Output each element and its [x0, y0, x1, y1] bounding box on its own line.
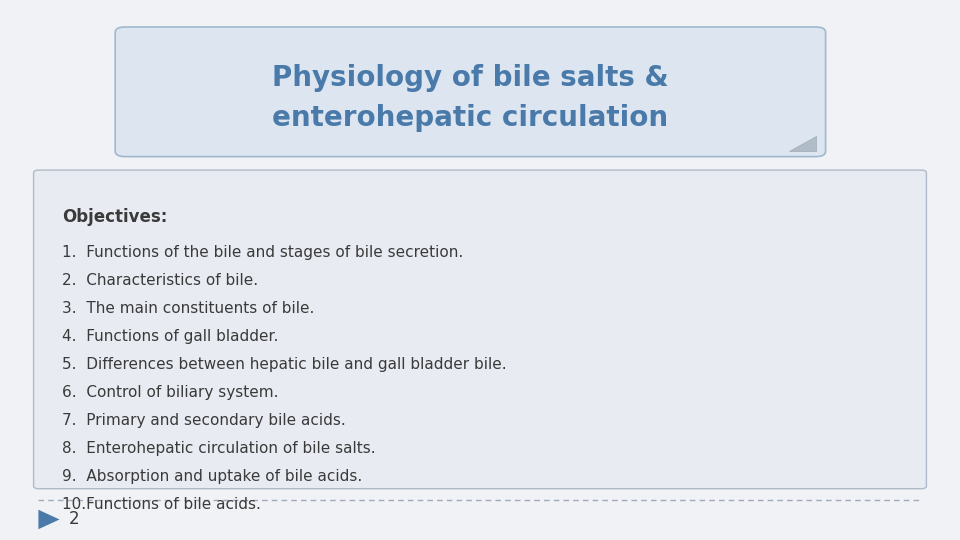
Text: enterohepatic circulation: enterohepatic circulation [273, 104, 668, 132]
FancyBboxPatch shape [34, 170, 926, 489]
Text: 2.  Characteristics of bile.: 2. Characteristics of bile. [62, 273, 258, 288]
Text: 8.  Enterohepatic circulation of bile salts.: 8. Enterohepatic circulation of bile sal… [62, 441, 376, 456]
Polygon shape [789, 136, 816, 151]
Text: 6.  Control of biliary system.: 6. Control of biliary system. [62, 385, 279, 400]
Text: 2: 2 [69, 510, 80, 529]
Text: 9.  Absorption and uptake of bile acids.: 9. Absorption and uptake of bile acids. [62, 469, 363, 484]
Text: 4.  Functions of gall bladder.: 4. Functions of gall bladder. [62, 329, 278, 344]
Text: Physiology of bile salts &: Physiology of bile salts & [272, 64, 669, 92]
Text: 5.  Differences between hepatic bile and gall bladder bile.: 5. Differences between hepatic bile and … [62, 357, 507, 372]
Text: 3.  The main constituents of bile.: 3. The main constituents of bile. [62, 301, 315, 316]
Text: 1.  Functions of the bile and stages of bile secretion.: 1. Functions of the bile and stages of b… [62, 245, 464, 260]
Text: 7.  Primary and secondary bile acids.: 7. Primary and secondary bile acids. [62, 413, 347, 428]
Polygon shape [38, 510, 60, 529]
FancyBboxPatch shape [115, 27, 826, 157]
Text: Objectives:: Objectives: [62, 208, 168, 226]
Text: 10.Functions of bile acids.: 10.Functions of bile acids. [62, 497, 261, 512]
